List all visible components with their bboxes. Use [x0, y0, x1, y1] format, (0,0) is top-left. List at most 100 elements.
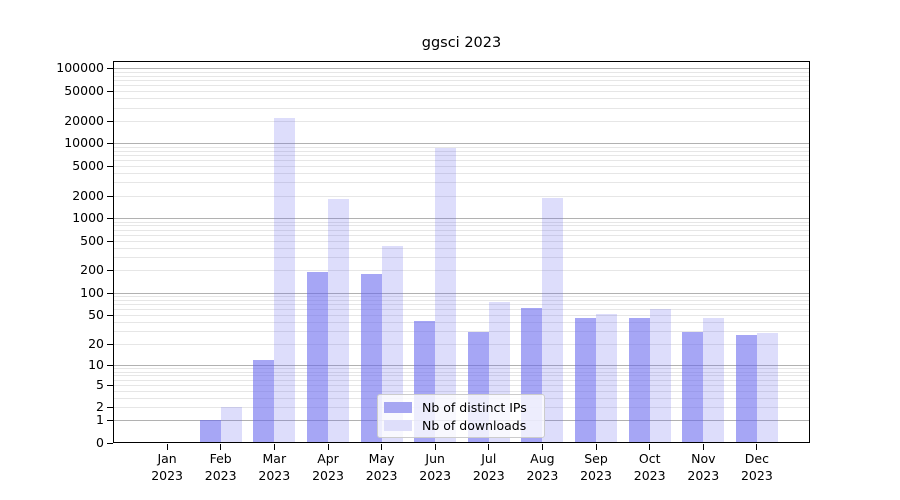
- x-tick-mark: [327, 444, 329, 450]
- gridline-minor: [114, 322, 809, 324]
- x-tick-mark: [273, 444, 275, 450]
- x-tick-mark: [488, 444, 490, 450]
- gridline-minor: [114, 247, 809, 249]
- x-axis-tick-label: Jul 2023: [472, 451, 505, 483]
- y-tick-mark: [107, 292, 113, 294]
- bar-distinct-ips: [307, 272, 328, 442]
- y-axis-tick-label: 50: [88, 307, 104, 322]
- y-axis-tick-label: 20000: [64, 112, 104, 128]
- x-tick-mark: [649, 444, 651, 450]
- x-axis-tick-label: Apr 2023: [312, 451, 344, 483]
- y-axis-tick-label: 1000: [72, 210, 104, 226]
- y-tick-mark: [107, 143, 113, 145]
- gridline-major: [114, 365, 809, 366]
- gridline-minor: [114, 331, 809, 333]
- gridline-minor: [114, 98, 809, 100]
- gridline-minor: [114, 257, 809, 259]
- legend-item-downloads: Nb of downloads: [384, 418, 538, 433]
- bar-distinct-ips: [199, 420, 221, 442]
- legend-item-distinct-ips: Nb of distinct IPs: [384, 400, 538, 415]
- legend-label-downloads: Nb of downloads: [422, 417, 527, 433]
- bar-distinct-ips: [735, 334, 757, 442]
- gridline-minor: [114, 146, 809, 148]
- gridline-minor: [114, 165, 809, 167]
- y-tick-mark: [107, 365, 113, 366]
- gridline-minor: [114, 368, 809, 370]
- y-axis-tick-label: 10000: [64, 135, 104, 151]
- gridline-minor: [114, 90, 809, 92]
- bar-downloads: [649, 309, 671, 442]
- x-tick-mark: [756, 444, 758, 450]
- x-axis-tick-label: May 2023: [365, 451, 398, 483]
- x-tick-mark: [166, 444, 168, 450]
- y-axis-tick-label: 200: [80, 262, 104, 278]
- gridline-minor: [114, 390, 809, 392]
- gridline-major: [114, 68, 809, 70]
- bar-distinct-ips: [575, 317, 596, 442]
- bar-distinct-ips: [682, 332, 704, 442]
- gridline-minor: [114, 159, 809, 161]
- gridline-minor: [114, 107, 809, 109]
- x-tick-mark: [434, 444, 436, 450]
- y-tick-mark: [107, 165, 113, 167]
- x-axis-tick-label: Oct 2023: [633, 451, 666, 483]
- chart-title: ggsci 2023: [421, 35, 502, 51]
- x-axis-tick-label: Sep 2023: [580, 451, 612, 483]
- y-tick-mark: [107, 195, 113, 197]
- gridline-minor: [114, 195, 809, 197]
- gridline-minor: [114, 300, 809, 301]
- gridline-minor: [114, 234, 809, 236]
- bar-downloads: [542, 198, 564, 442]
- plot-area: [113, 61, 810, 443]
- gridline-minor: [114, 154, 809, 156]
- gridline-minor: [114, 296, 809, 298]
- legend: Nb of distinct IPs Nb of downloads: [377, 394, 545, 438]
- gridline-major: [114, 218, 809, 220]
- x-axis-tick-label: Dec 2023: [740, 451, 773, 483]
- y-tick-mark: [107, 90, 113, 92]
- bar-downloads: [435, 148, 457, 442]
- y-axis-tick-label: 5000: [72, 157, 104, 173]
- x-axis-tick-label: Feb 2023: [204, 451, 237, 483]
- y-tick-mark: [107, 384, 113, 386]
- x-axis-tick-label: Nov 2023: [687, 451, 720, 483]
- x-axis-tick-label: Aug 2023: [526, 451, 559, 483]
- y-axis-tick-label: 5: [96, 376, 104, 392]
- y-axis-tick-label: 20: [88, 335, 104, 351]
- gridline-minor: [114, 173, 809, 174]
- y-axis-tick-label: 100000: [56, 60, 104, 76]
- gridline-major: [114, 292, 809, 294]
- bar-distinct-ips: [360, 273, 382, 442]
- y-axis-tick-label: 50000: [64, 82, 104, 98]
- x-axis-tick-label: Jun 2023: [419, 451, 452, 483]
- bar-distinct-ips: [628, 317, 650, 442]
- bar-downloads: [381, 246, 403, 442]
- x-axis-tick-label: Mar 2023: [258, 451, 291, 483]
- x-axis-tick-label: Jan 2023: [151, 451, 183, 483]
- gridline-minor: [114, 270, 809, 272]
- bar-downloads: [220, 407, 242, 442]
- legend-swatch-distinct-ips-icon: [384, 401, 412, 413]
- y-tick-mark: [107, 343, 113, 345]
- gridline-major: [114, 143, 809, 145]
- bar-downloads: [703, 318, 725, 442]
- y-axis-tick-label: 10: [88, 357, 104, 372]
- y-tick-mark: [107, 270, 113, 272]
- bar-distinct-ips: [253, 359, 275, 442]
- y-tick-mark: [107, 443, 113, 444]
- bar-downloads: [756, 333, 778, 442]
- legend-swatch-downloads-icon: [384, 419, 412, 431]
- gridline-minor: [114, 225, 809, 227]
- gridline-minor: [114, 182, 809, 184]
- x-tick-mark: [595, 444, 597, 450]
- gridline-minor: [114, 84, 809, 86]
- gridline-minor: [114, 379, 809, 381]
- gridline-minor: [114, 375, 809, 377]
- gridline-minor: [114, 309, 809, 311]
- y-axis-tick-label: 1: [96, 412, 104, 428]
- bar-downloads: [596, 313, 617, 442]
- x-tick-mark: [381, 444, 383, 450]
- legend-label-distinct-ips: Nb of distinct IPs: [422, 399, 527, 415]
- gridline-minor: [114, 304, 809, 306]
